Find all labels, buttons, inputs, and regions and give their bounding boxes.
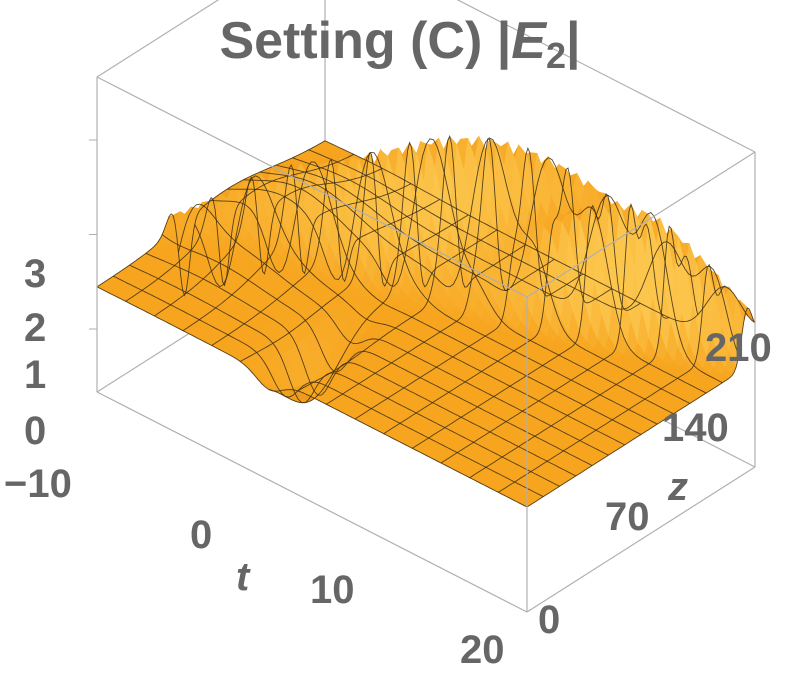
box-back-edge xyxy=(96,0,220,78)
title-prefix: Setting (C) | xyxy=(219,12,511,70)
surface xyxy=(96,135,756,508)
mesh-line-z xyxy=(129,264,560,487)
title-variable: E xyxy=(511,12,547,70)
box-front-edge xyxy=(526,466,756,613)
mesh-line-z xyxy=(259,137,691,404)
title-subscript: 2 xyxy=(546,35,566,76)
mesh-line-z xyxy=(161,234,593,466)
y-tick-3: 210 xyxy=(705,326,772,370)
y-axis-label: z xyxy=(667,465,688,509)
z-tick-2: 2 xyxy=(24,306,46,350)
mesh-line-z xyxy=(227,151,658,425)
mesh-line-z xyxy=(275,157,707,394)
x-axis-label: t xyxy=(236,555,251,599)
z-tick-0: 0 xyxy=(24,409,46,453)
z-tick-1: 1 xyxy=(24,353,46,397)
x-tick-2: 10 xyxy=(310,568,355,612)
mesh-line-z xyxy=(145,252,577,477)
y-tick-1: 70 xyxy=(605,495,650,539)
y-tick-0: 0 xyxy=(538,598,560,642)
box-front-edge xyxy=(526,151,756,298)
y-tick-2: 140 xyxy=(662,406,729,450)
x-tick-3: 20 xyxy=(460,628,505,672)
x-tick-0: −10 xyxy=(4,462,72,506)
mesh-line-z xyxy=(210,161,642,435)
x-tick-1: 0 xyxy=(190,513,212,557)
mesh-line-z xyxy=(292,157,723,384)
mesh-line-z xyxy=(243,138,674,415)
title-suffix: | xyxy=(566,12,581,70)
mesh-line-z xyxy=(324,140,756,324)
mesh-line-z xyxy=(96,286,528,508)
mesh-line-z xyxy=(308,149,740,356)
box-back-edge xyxy=(456,0,756,153)
z-tick-3: 3 xyxy=(24,252,46,296)
mesh-line-z xyxy=(194,175,625,446)
box-front xyxy=(89,76,756,613)
box-front-edge xyxy=(96,76,528,298)
box-front-edge xyxy=(96,391,528,613)
mesh-line-z xyxy=(177,203,609,456)
chart-title: Setting (C) |E2| xyxy=(219,12,580,76)
